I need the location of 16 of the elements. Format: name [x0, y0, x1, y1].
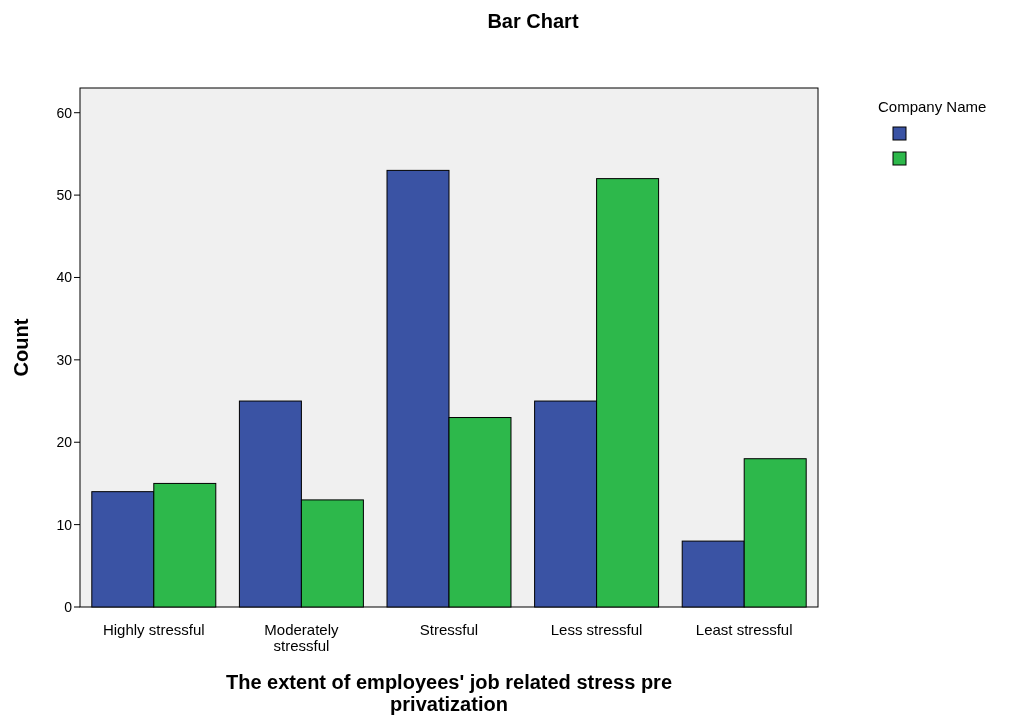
y-tick-label: 10	[56, 516, 73, 533]
y-tick-label: 0	[64, 598, 73, 615]
chart-title: Bar Chart	[487, 10, 579, 32]
y-tick-label: 20	[56, 434, 73, 451]
y-tick-label: 40	[56, 269, 73, 286]
x-tick-label: Least stressful	[695, 621, 793, 638]
x-tick-label: Less stressful	[550, 621, 643, 638]
x-tick-label: Moderately stressful	[264, 621, 339, 654]
x-tick-label: Highly stressful	[102, 621, 205, 638]
x-axis-title: The extent of employees' job related stress pre privatization	[225, 671, 673, 715]
x-tick-label: Stressful	[419, 621, 479, 638]
y-axis-title: Count	[10, 318, 32, 377]
y-tick-label: 50	[56, 187, 73, 203]
legend-title: Company Name	[878, 98, 987, 115]
y-tick-label: 30	[56, 351, 73, 368]
y-tick-label: 60	[56, 104, 73, 121]
